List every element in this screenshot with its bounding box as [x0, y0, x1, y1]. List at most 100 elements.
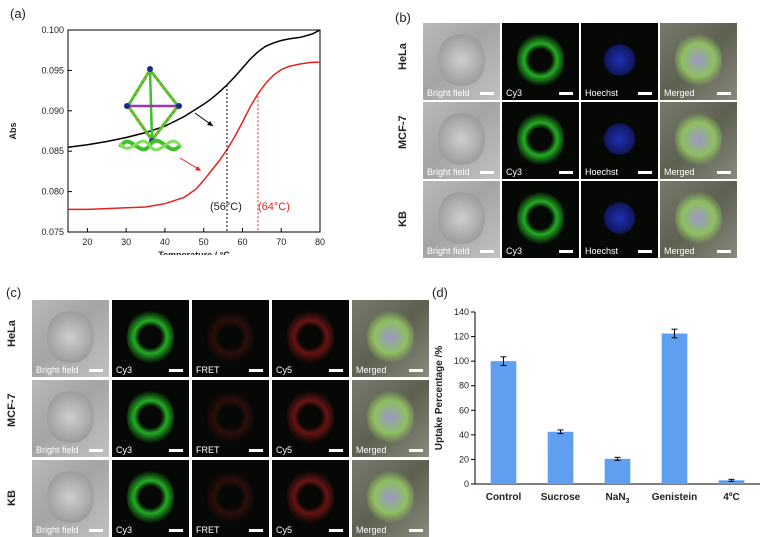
y-tick-label: 120	[454, 332, 469, 342]
micrograph-mcf-7-cy5: Cy5	[272, 380, 349, 457]
channel-label: Merged	[356, 365, 387, 375]
row-label-kb: KB	[6, 489, 18, 506]
cell-shape	[47, 389, 94, 445]
cell-shape	[517, 32, 564, 88]
channel-label: Cy5	[276, 365, 293, 375]
cell-shape	[675, 190, 722, 246]
micrograph-kb-merged: Merged	[660, 181, 737, 258]
y-tick-label: 0.100	[41, 25, 64, 35]
scale-bar	[409, 529, 423, 532]
bar	[490, 361, 517, 484]
cell-shape	[207, 389, 254, 445]
micrograph-mcf-7-merged: Merged	[352, 380, 429, 457]
scale-bar	[249, 369, 263, 372]
micrograph-mcf-7-cy3: Cy3	[502, 102, 579, 179]
scale-bar	[249, 449, 263, 452]
annotation-64: (64°C)	[258, 201, 290, 213]
panel-label-a: (a)	[10, 6, 26, 21]
category-label: Genistein	[652, 492, 698, 503]
micrograph-kb-cy3: Cy3	[112, 460, 189, 537]
cell-shape	[287, 389, 334, 445]
channel-label: Cy3	[116, 525, 133, 535]
scale-bar	[717, 171, 731, 174]
y-tick-label: 0.090	[41, 106, 64, 116]
scale-bar	[480, 250, 494, 253]
channel-label: Merged	[356, 525, 387, 535]
micrograph-kb-cy3: Cy3	[502, 181, 579, 258]
melting-curve-chart: 20 30 40 50 60 70 80 0.075 0.080 0.085 0.090 0.095 0…	[8, 25, 325, 255]
x-tick-label: 50	[199, 237, 209, 247]
scale-bar	[329, 529, 343, 532]
bar	[718, 480, 745, 484]
cell-shape	[287, 469, 334, 525]
cell-shape	[47, 469, 94, 525]
bar	[547, 431, 574, 484]
micrograph-mcf-7-cy3: Cy3	[112, 380, 189, 457]
cell-shape	[438, 190, 485, 246]
micrograph-hela-hoechst: Hoechst	[581, 23, 658, 100]
x-axis-label: Temperature / °C	[158, 250, 230, 255]
x-tick-label: 70	[276, 237, 286, 247]
cell-shape	[47, 309, 94, 365]
scale-bar	[559, 92, 573, 95]
scale-bar	[638, 171, 652, 174]
cell-shape	[367, 389, 414, 445]
category-label: Sucrose	[541, 492, 581, 503]
scale-bar	[89, 529, 103, 532]
y-tick-label: 0.075	[41, 227, 64, 237]
channel-label: FRET	[196, 525, 220, 535]
panel-label-b: (b)	[395, 10, 411, 25]
category-label: 4ºC	[723, 492, 739, 503]
scale-bar	[559, 171, 573, 174]
x-tick-label: 40	[160, 237, 170, 247]
cell-shape	[207, 309, 254, 365]
channel-label: Cy3	[506, 167, 523, 177]
scale-bar	[169, 369, 183, 372]
channel-label: Merged	[356, 445, 387, 455]
x-tick-label: 60	[237, 237, 247, 247]
scale-bar	[409, 369, 423, 372]
micrograph-hela-bright-field: Bright field	[423, 23, 500, 100]
dna-tetrahedron-icon	[124, 66, 182, 144]
scale-bar	[638, 250, 652, 253]
x-tick-label: 80	[315, 237, 325, 247]
micrograph-kb-cy5: Cy5	[272, 460, 349, 537]
row-label-mcf-7: MCF-7	[6, 392, 18, 427]
micrograph-mcf-7-hoechst: Hoechst	[581, 102, 658, 179]
scale-bar	[638, 92, 652, 95]
cell-shape	[207, 469, 254, 525]
cell-shape	[438, 111, 485, 167]
cell-shape	[596, 111, 643, 167]
series-line-0	[67, 29, 321, 148]
channel-label: Cy3	[116, 365, 133, 375]
channel-label: Cy3	[506, 246, 523, 256]
y-tick-label: 140	[454, 307, 469, 317]
channel-label: Cy3	[506, 88, 523, 98]
channel-label: Cy5	[276, 445, 293, 455]
plot-frame	[67, 29, 321, 233]
channel-label: Merged	[664, 246, 695, 256]
micrograph-mcf-7-fret: FRET	[192, 380, 269, 457]
micrograph-kb-bright-field: Bright field	[423, 181, 500, 258]
scale-bar	[559, 250, 573, 253]
channel-label: Bright field	[36, 525, 79, 535]
y-tick-label: 0	[464, 479, 469, 489]
micrograph-kb-fret: FRET	[192, 460, 269, 537]
bar	[661, 333, 688, 484]
cell-shape	[127, 309, 174, 365]
channel-label: Bright field	[36, 365, 79, 375]
channel-label: Bright field	[427, 246, 470, 256]
micrograph-hela-bright-field: Bright field	[32, 300, 109, 377]
channel-label: Hoechst	[585, 246, 619, 256]
cell-shape	[596, 32, 643, 88]
y-axis-label: Abs	[8, 122, 18, 139]
scale-bar	[169, 529, 183, 532]
cell-shape	[438, 32, 485, 88]
micrograph-mcf-7-bright-field: Bright field	[32, 380, 109, 457]
channel-label: Bright field	[36, 445, 79, 455]
channel-label: Merged	[664, 167, 695, 177]
channel-label: FRET	[196, 365, 220, 375]
row-label-kb: KB	[397, 210, 409, 227]
micrograph-kb-bright-field: Bright field	[32, 460, 109, 537]
category-label: Control	[486, 492, 522, 503]
